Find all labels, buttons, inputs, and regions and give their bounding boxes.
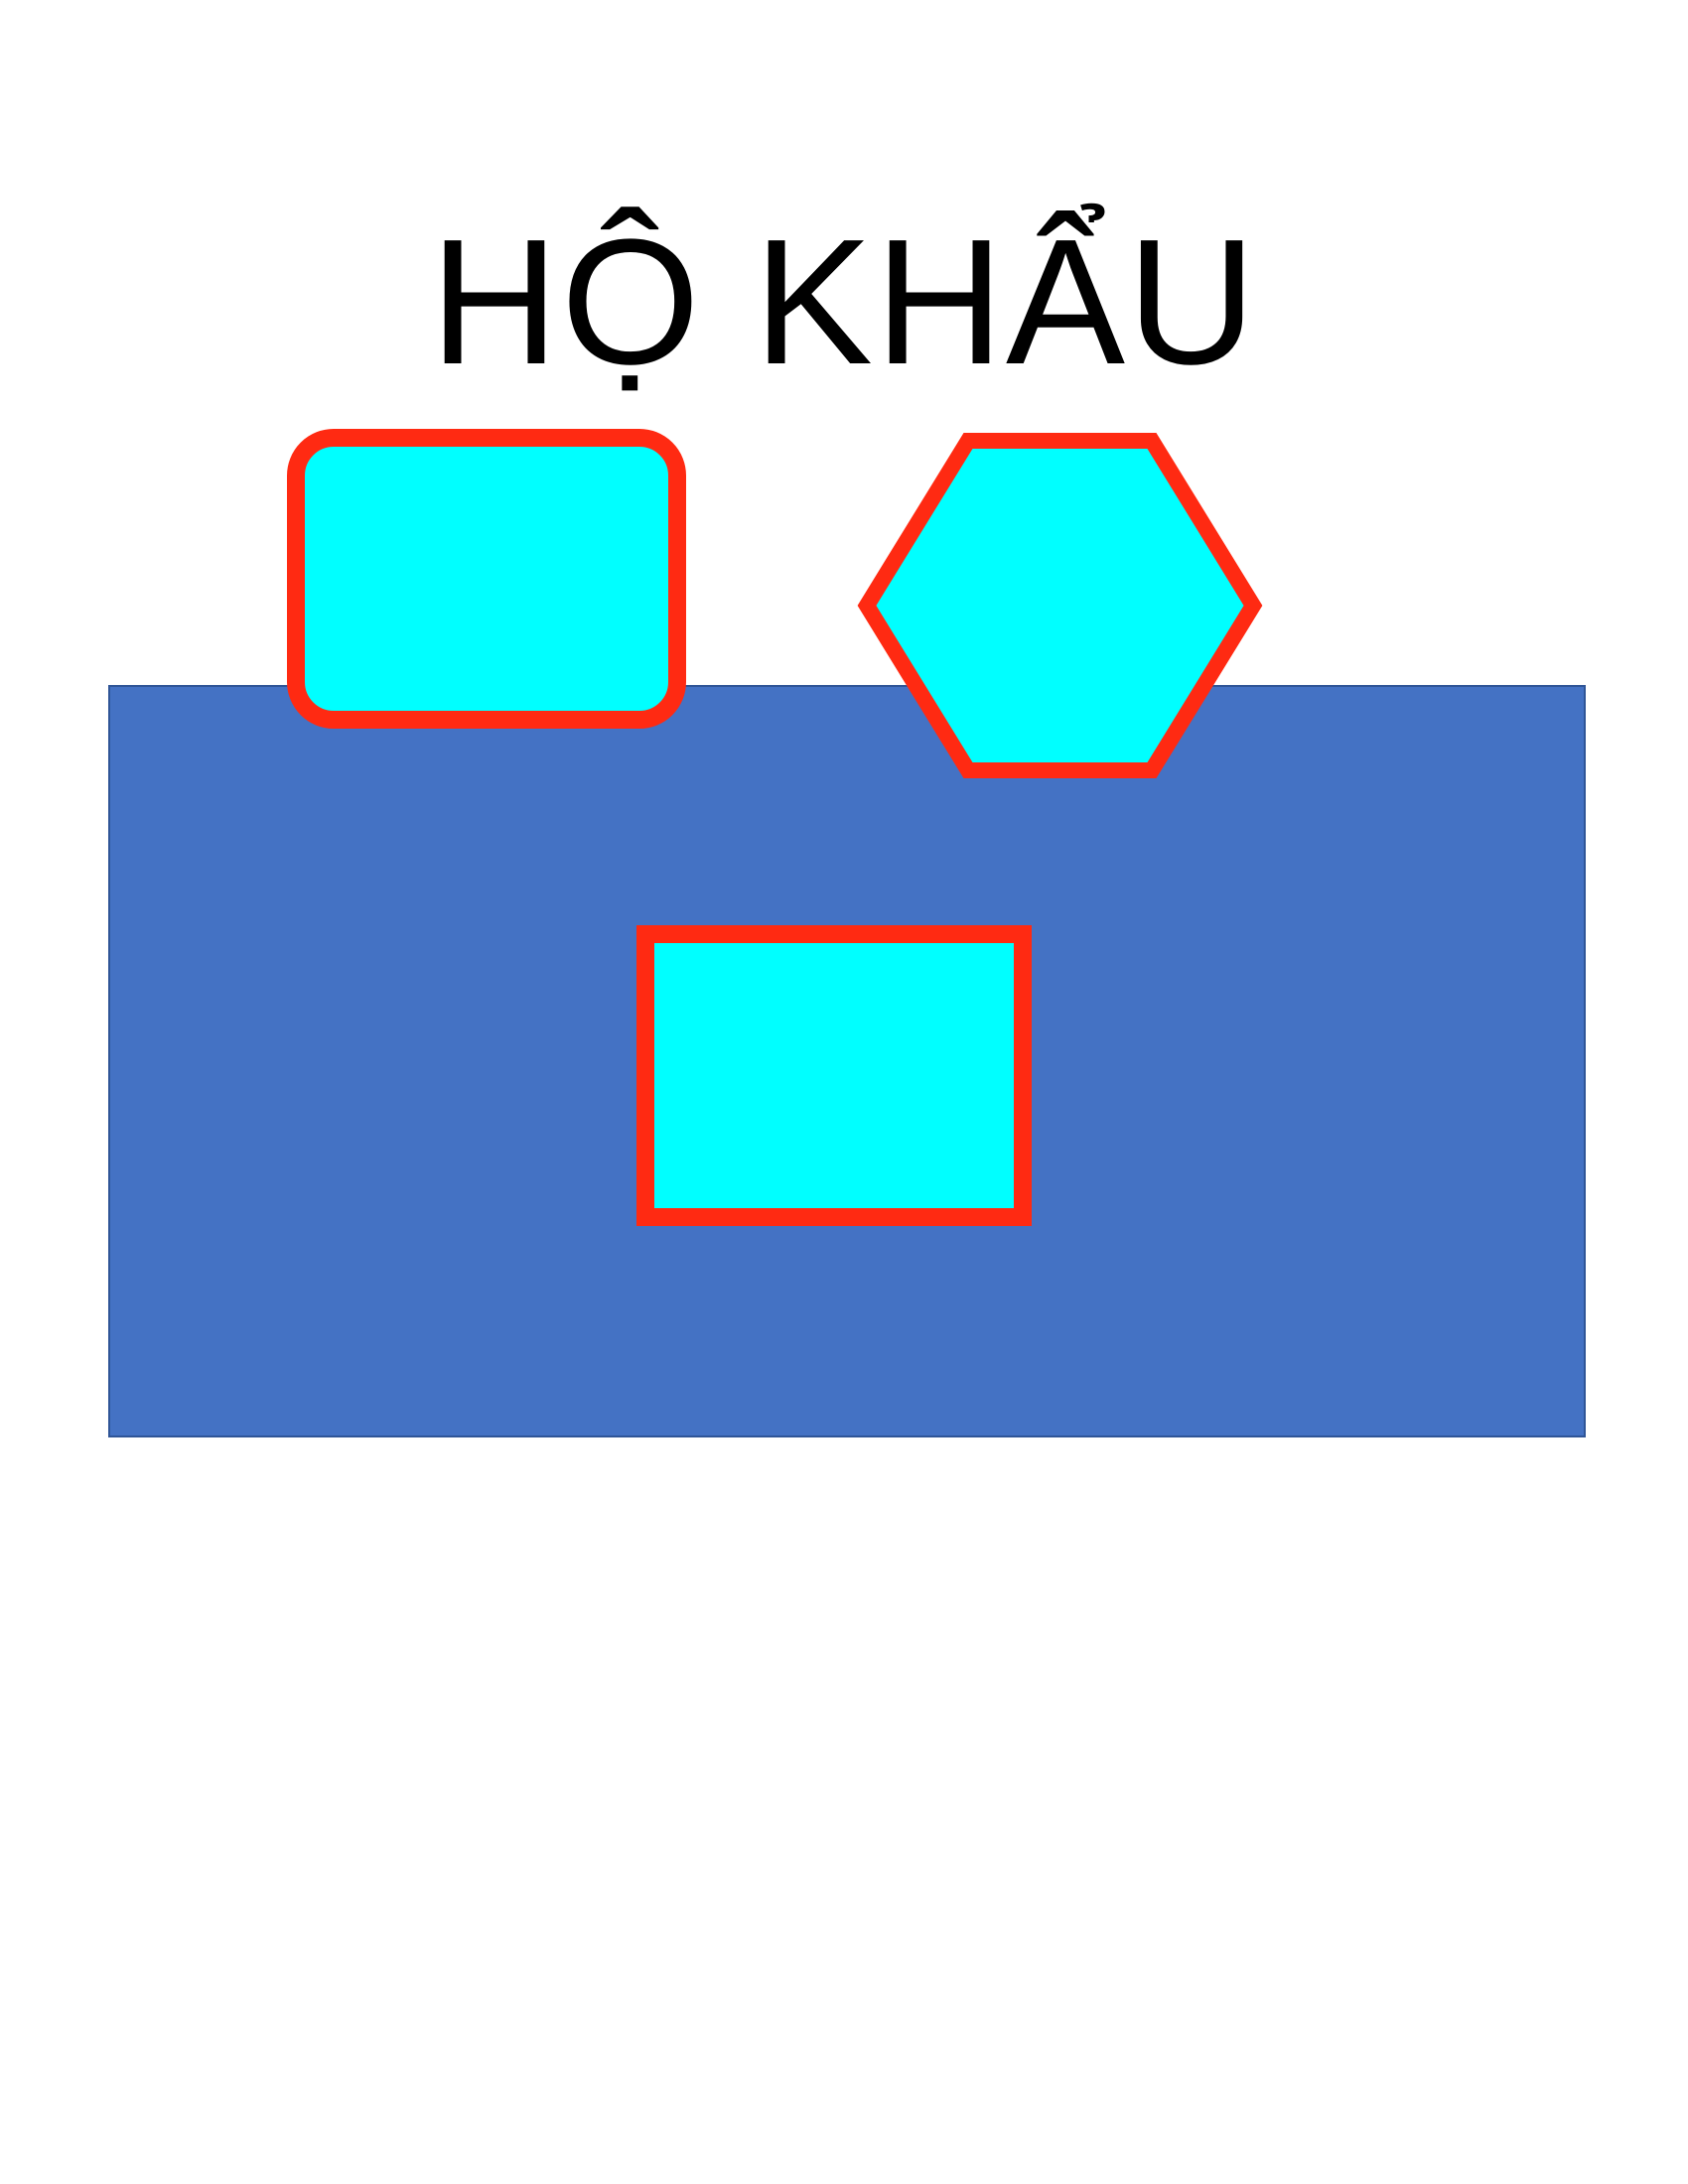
rounded-rectangle-shape [287, 429, 686, 729]
page-title: HỘ KHẨU [429, 203, 1259, 402]
center-rectangle-shape [636, 925, 1032, 1226]
hexagon-shape [857, 433, 1263, 778]
